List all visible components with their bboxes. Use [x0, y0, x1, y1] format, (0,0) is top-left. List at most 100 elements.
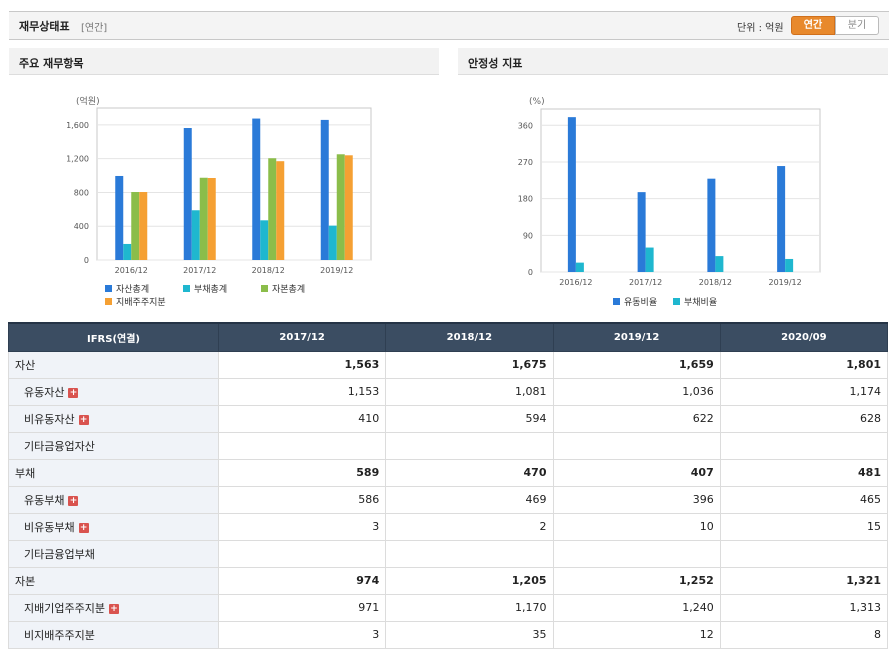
y-tick-label: 0 [528, 268, 533, 277]
legend-label: 부채총계 [194, 283, 227, 295]
cell-value: 1,252 [552, 566, 721, 595]
table-row: 자산 1,563 1,675 1,659 1,801 [8, 350, 889, 379]
y-tick-label: 90 [523, 231, 533, 240]
cell-value: 2 [385, 512, 554, 541]
cell-value: 1,563 [217, 350, 387, 379]
bar [183, 128, 192, 260]
cell-value: 12 [552, 620, 721, 649]
cell-value [719, 539, 889, 568]
y-tick-label: 1,200 [66, 155, 89, 164]
bar [123, 243, 132, 260]
row-label: 비유동자산 + [8, 404, 219, 433]
bar [320, 119, 329, 260]
expand-plus-icon[interactable]: + [78, 414, 89, 425]
table-row: 유동부채 +586 469 396 465 [8, 485, 889, 514]
main-financials-chart: (억원) 0 400 800 1,200 1,600 2016/12 2017/12 2018/… [66, 95, 372, 308]
row-label-text: 비유동자산 [24, 412, 75, 426]
cell-value: 1,313 [719, 593, 889, 622]
bar [777, 166, 786, 272]
row-label-text: 기타금융업자산 [24, 439, 95, 453]
legend-swatch [673, 298, 680, 305]
row-label: 비유동부채 + [8, 512, 219, 541]
row-label-text: 유동자산 [24, 385, 65, 399]
cell-value [385, 539, 554, 568]
plot-frame [540, 108, 821, 273]
right-panel-title: 안정성 지표 [458, 48, 888, 75]
table-row: 기타금융업자산 [8, 431, 889, 460]
legend-swatch [105, 298, 112, 305]
table-row: 유동자산 +1,153 1,081 1,036 1,174 [8, 377, 889, 406]
expand-plus-icon[interactable]: + [68, 387, 79, 398]
row-label-text: 비유동부채 [24, 520, 75, 534]
row-label-text: 자본 [15, 574, 36, 588]
table-row: 기타금융업부채 [8, 539, 889, 568]
cell-value: 3 [217, 512, 387, 541]
bar [139, 192, 148, 260]
bar [707, 178, 716, 272]
x-tick-label: 2019/12 [320, 266, 353, 275]
table-row: 지배기업주주지분 +971 1,170 1,240 1,313 [8, 593, 889, 622]
cell-value: 1,174 [719, 377, 889, 406]
cell-value [385, 431, 554, 460]
cell-value: 586 [217, 485, 387, 514]
y-tick-label: 270 [518, 158, 533, 167]
header-period: 2019/12 [552, 322, 721, 352]
header-period: 2018/12 [385, 322, 554, 352]
expand-plus-icon[interactable]: + [78, 522, 89, 533]
row-label: 기타금융업자산 [8, 431, 219, 460]
cell-value [217, 539, 387, 568]
cell-value: 1,659 [552, 350, 721, 379]
table-row: 비유동자산 +410 594 622 628 [8, 404, 889, 433]
annual-toggle-button[interactable]: 연간 [791, 16, 835, 35]
expand-plus-icon[interactable]: + [68, 495, 79, 506]
quarter-toggle-button[interactable]: 분기 [835, 16, 879, 35]
bar [191, 210, 200, 260]
expand-plus-icon[interactable]: + [108, 603, 119, 614]
section-subtitle: [연간] [81, 23, 108, 34]
cell-value: 465 [719, 485, 889, 514]
y-tick-label: 0 [84, 256, 89, 265]
row-label-text: 유동부채 [24, 493, 65, 507]
bar [268, 158, 277, 260]
table-row: 부채 589 470 407 481 [8, 458, 889, 487]
cell-value: 1,321 [719, 566, 889, 595]
row-label: 자산 [8, 350, 219, 379]
header-period: 2020/09 [719, 322, 889, 352]
cell-value: 15 [719, 512, 889, 541]
bar [715, 256, 724, 272]
bar [276, 161, 285, 260]
cell-value: 410 [217, 404, 387, 433]
x-tick-label: 2019/12 [769, 278, 802, 287]
bar [199, 177, 208, 260]
left-panel-title: 주요 재무항목 [9, 48, 439, 75]
section-title: 재무상태표 [19, 20, 70, 33]
bar [252, 118, 261, 260]
x-tick-label: 2017/12 [629, 278, 662, 287]
legend-label: 자산총계 [116, 283, 149, 295]
header-period: 2017/12 [217, 322, 387, 352]
cell-value: 974 [217, 566, 387, 595]
row-label: 유동자산 + [8, 377, 219, 406]
bar [645, 247, 654, 272]
cell-value: 1,170 [385, 593, 554, 622]
legend-label: 부채비율 [684, 297, 717, 308]
bar [575, 262, 584, 272]
y-tick-label: 180 [518, 195, 533, 204]
cell-value: 407 [552, 458, 721, 487]
header-ifrs: IFRS(연결) [8, 322, 219, 352]
legend-swatch [261, 285, 268, 292]
cell-value: 589 [217, 458, 387, 487]
x-tick-label: 2018/12 [252, 266, 285, 275]
bar [115, 175, 124, 260]
x-tick-label: 2018/12 [699, 278, 732, 287]
cell-value: 1,240 [552, 593, 721, 622]
cell-value [552, 431, 721, 460]
cell-value: 971 [217, 593, 387, 622]
cell-value [719, 431, 889, 460]
legend-label: 유동비율 [624, 297, 657, 308]
table-row: 비유동부채 +3 2 10 15 [8, 512, 889, 541]
cell-value: 470 [385, 458, 554, 487]
bar [131, 192, 140, 260]
table-header-row: IFRS(연결) 2017/12 2018/12 2019/12 2020/09 [8, 322, 889, 352]
bar [207, 178, 216, 260]
